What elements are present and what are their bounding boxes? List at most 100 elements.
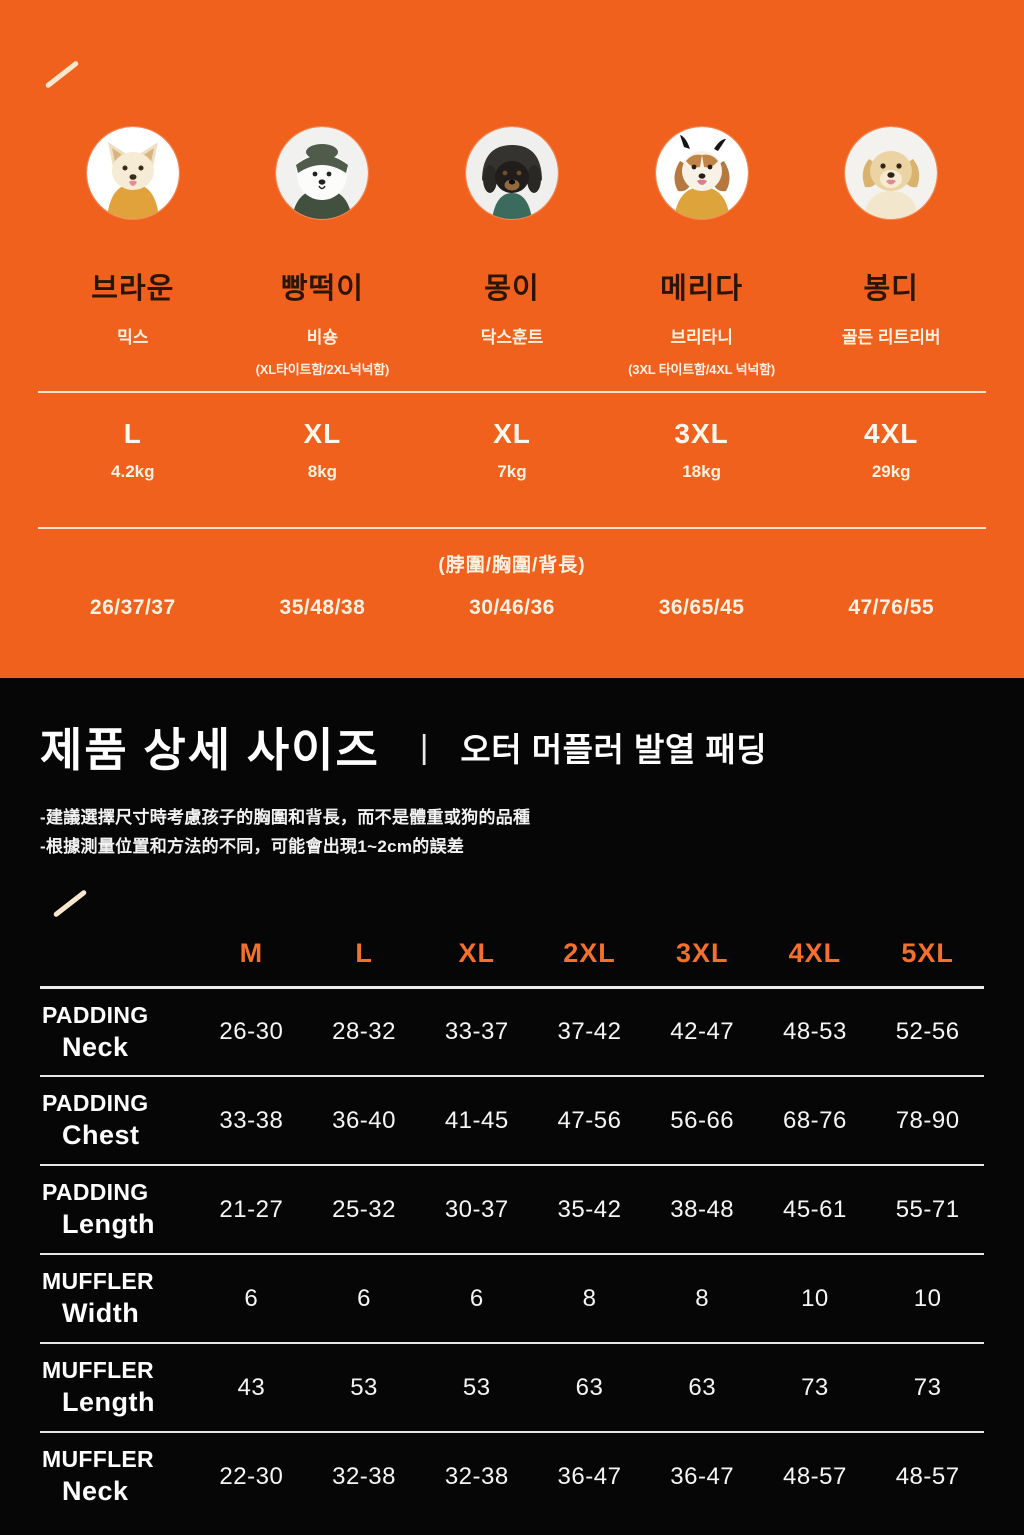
row-measure: Neck bbox=[62, 1476, 129, 1507]
size-cell: 37-42 bbox=[557, 1018, 622, 1046]
dog-avatar-icon bbox=[845, 127, 938, 219]
dog-breed: 믹스 bbox=[117, 328, 149, 347]
table-row-muffler-width: MUFFLER Width 6 6 6 8 8 10 10 bbox=[40, 1253, 984, 1342]
dog-fit-note: (3XL 타이트함/4XL 넉넉함) bbox=[628, 362, 775, 377]
size-cell: 30-37 bbox=[444, 1195, 509, 1223]
row-measure: Chest bbox=[62, 1120, 140, 1151]
row-label: MUFFLER Neck bbox=[40, 1446, 195, 1507]
size-cell: 36-40 bbox=[332, 1106, 396, 1134]
dog-weights-row: 4.2kg 8kg 7kg 18kg 29kg bbox=[0, 450, 1024, 482]
size-col-header: M bbox=[239, 937, 264, 968]
size-col-header: 4XL bbox=[788, 937, 842, 968]
dog-column-merida: 메리다 브리타니 (3XL 타이트함/4XL 넉넉함) bbox=[607, 127, 797, 378]
dog-measurement: 36/65/45 bbox=[658, 596, 745, 619]
size-cell: 36-47 bbox=[557, 1462, 622, 1490]
row-category: PADDING bbox=[42, 1090, 149, 1117]
dog-column-bongdi: 봉디 골든 리트리버 bbox=[796, 127, 986, 378]
row-category: PADDING bbox=[42, 1179, 149, 1206]
dog-breed: 비숑 bbox=[306, 328, 339, 347]
size-cell: 32-38 bbox=[332, 1462, 396, 1490]
size-cell: 32-38 bbox=[444, 1462, 509, 1490]
row-label: PADDING Length bbox=[40, 1179, 195, 1240]
size-cell: 38-48 bbox=[670, 1195, 735, 1223]
size-cell: 21-27 bbox=[219, 1195, 284, 1223]
size-col-header: 2XL bbox=[563, 937, 616, 968]
size-cell: 10 bbox=[801, 1284, 829, 1312]
table-row-padding-length: PADDING Length 21-27 25-32 30-37 35-42 3… bbox=[40, 1164, 984, 1253]
dog-weight: 18kg bbox=[682, 462, 721, 481]
dog-weight: 7kg bbox=[497, 462, 527, 481]
page-title: 제품 상세 사이즈 bbox=[40, 724, 380, 776]
size-table: M L XL 2XL 3XL 4XL 5XL PADDING Neck 26-3… bbox=[40, 920, 984, 1520]
table-row-muffler-length: MUFFLER Length 43 53 53 63 63 73 73 bbox=[40, 1342, 984, 1431]
dog-photo-brittany bbox=[655, 127, 748, 219]
size-detail-section: 제품 상세 사이즈 | 오터 머플러 발열 패딩 -建議選擇尺寸時考慮孩子的胸圍… bbox=[0, 678, 1024, 1535]
size-cell: 41-45 bbox=[444, 1106, 509, 1134]
dog-avatar-icon bbox=[655, 127, 748, 219]
size-col-header: L bbox=[355, 937, 373, 968]
sizing-note-line: -建議選擇尺寸時考慮孩子的胸圍和背長，而不是體重或狗的品種 bbox=[40, 808, 531, 827]
size-cell: 35-42 bbox=[557, 1195, 622, 1223]
size-cell: 56-66 bbox=[670, 1106, 735, 1134]
size-cell: 63 bbox=[575, 1373, 604, 1401]
size-cell: 8 bbox=[582, 1284, 597, 1312]
size-cell: 22-30 bbox=[219, 1462, 284, 1490]
dog-measurement: 35/48/38 bbox=[279, 596, 366, 619]
size-cell: 52-56 bbox=[895, 1018, 960, 1046]
dog-size: XL bbox=[493, 418, 531, 449]
dog-photo-brown bbox=[86, 127, 179, 219]
size-cell: 73 bbox=[913, 1373, 942, 1401]
row-label: MUFFLER Length bbox=[40, 1357, 195, 1418]
product-name: 오터 머플러 발열 패딩 bbox=[460, 731, 768, 768]
hero-divider-bottom bbox=[38, 527, 986, 529]
size-cell: 55-71 bbox=[895, 1195, 960, 1223]
dog-photo-golden-retriever bbox=[845, 127, 938, 219]
size-cell: 78-90 bbox=[895, 1106, 960, 1134]
dog-size: XL bbox=[303, 418, 342, 449]
size-cell: 8 bbox=[695, 1284, 710, 1312]
dog-name: 몽이 bbox=[484, 273, 540, 305]
row-measure: Length bbox=[62, 1209, 155, 1240]
dog-size: 3XL bbox=[674, 418, 729, 449]
row-label: MUFFLER Width bbox=[40, 1268, 195, 1329]
table-row-padding-neck: PADDING Neck 26-30 28-32 33-37 37-42 42-… bbox=[40, 986, 984, 1075]
dog-measurement: 30/46/36 bbox=[469, 596, 555, 619]
size-cell: 36-47 bbox=[670, 1462, 735, 1490]
row-measure: Neck bbox=[62, 1031, 129, 1062]
size-cell: 48-57 bbox=[782, 1462, 847, 1490]
table-row-muffler-neck: MUFFLER Neck 22-30 32-38 32-38 36-47 36-… bbox=[40, 1431, 984, 1520]
size-table-header-row: M L XL 2XL 3XL 4XL 5XL bbox=[40, 920, 984, 986]
size-cell: 73 bbox=[801, 1373, 829, 1401]
dog-photo-bichon bbox=[276, 127, 369, 219]
dog-weight: 29kg bbox=[871, 462, 911, 481]
dog-breed: 닥스훈트 bbox=[480, 328, 544, 347]
size-cell: 63 bbox=[688, 1373, 717, 1401]
row-measure: Length bbox=[62, 1387, 155, 1418]
sizing-note-line: -根據測量位置和方法的不同，可能會出現1~2cm的誤差 bbox=[40, 837, 465, 857]
size-cell: 48-57 bbox=[895, 1462, 960, 1490]
dog-fit-note: (XL타이트함/2XL넉넉함) bbox=[255, 362, 390, 377]
row-label: PADDING Neck bbox=[40, 1002, 195, 1063]
dog-models-row: 브라운 믹스 빵떡이 bbox=[0, 0, 1024, 378]
size-cell: 6 bbox=[244, 1284, 259, 1312]
size-cell: 33-37 bbox=[444, 1018, 509, 1046]
sizing-notes: -建議選擇尺寸時考慮孩子的胸圍和背長，而不是體重或狗的品種 -根據測量位置和方法… bbox=[40, 803, 984, 861]
size-cell: 28-32 bbox=[332, 1018, 396, 1046]
dog-measurements-row: 26/37/37 35/48/38 30/46/36 36/65/45 47/7… bbox=[0, 577, 1024, 620]
dog-measurement: 47/76/55 bbox=[848, 596, 935, 619]
size-cell: 48-53 bbox=[782, 1018, 847, 1046]
dog-avatar-icon bbox=[86, 127, 179, 219]
dog-name: 메리다 bbox=[660, 273, 744, 305]
size-col-header: 5XL bbox=[901, 937, 954, 968]
size-col-header: 3XL bbox=[675, 937, 729, 968]
size-cell: 45-61 bbox=[782, 1195, 847, 1223]
size-cell: 25-32 bbox=[332, 1195, 396, 1223]
row-measure: Width bbox=[62, 1298, 140, 1329]
hero-divider-top bbox=[38, 391, 986, 393]
size-cell: 47-56 bbox=[557, 1106, 622, 1134]
size-cell: 42-47 bbox=[670, 1018, 735, 1046]
dog-photo-dachshund bbox=[465, 127, 558, 219]
size-cell: 33-38 bbox=[219, 1106, 284, 1134]
hero-section: 브라운 믹스 빵떡이 bbox=[0, 0, 1024, 678]
dog-name: 브라운 bbox=[91, 273, 175, 305]
